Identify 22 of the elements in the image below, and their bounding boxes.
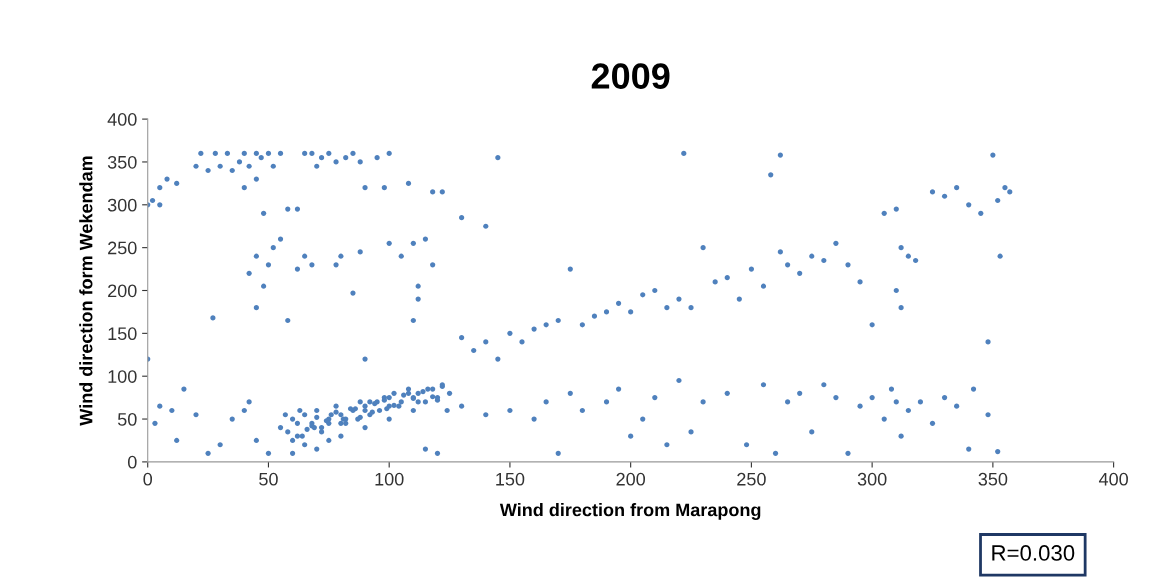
y-tick-label: 150: [108, 327, 137, 341]
y-tick-label: 250: [108, 241, 137, 255]
x-tick-label: 0: [143, 472, 153, 486]
x-tick-label: 200: [616, 472, 646, 486]
y-tick-label: 350: [107, 155, 137, 169]
y-tick-label: 50: [117, 412, 137, 426]
chart-title: 2009: [591, 63, 670, 89]
x-tick-label: 350: [978, 472, 1008, 486]
x-axis-title: Wind direction from Marapong: [499, 503, 761, 520]
x-tick-label: 250: [737, 472, 766, 486]
x-tick-label: 150: [496, 472, 525, 486]
y-tick-label: 100: [108, 370, 137, 383]
y-tick-label: 400: [107, 113, 137, 126]
y-tick-label: 300: [107, 198, 137, 212]
y-axis-title: Wind direction form Wekendam: [79, 156, 93, 426]
x-tick-label: 50: [259, 472, 278, 486]
x-tick-label: 400: [1098, 472, 1128, 486]
x-tick-label: 100: [375, 472, 404, 486]
y-tick-label: 200: [108, 284, 137, 298]
x-tick-label: 300: [857, 472, 887, 486]
y-tick-label: 0: [127, 455, 137, 469]
text: R=0.030: [992, 545, 1075, 561]
